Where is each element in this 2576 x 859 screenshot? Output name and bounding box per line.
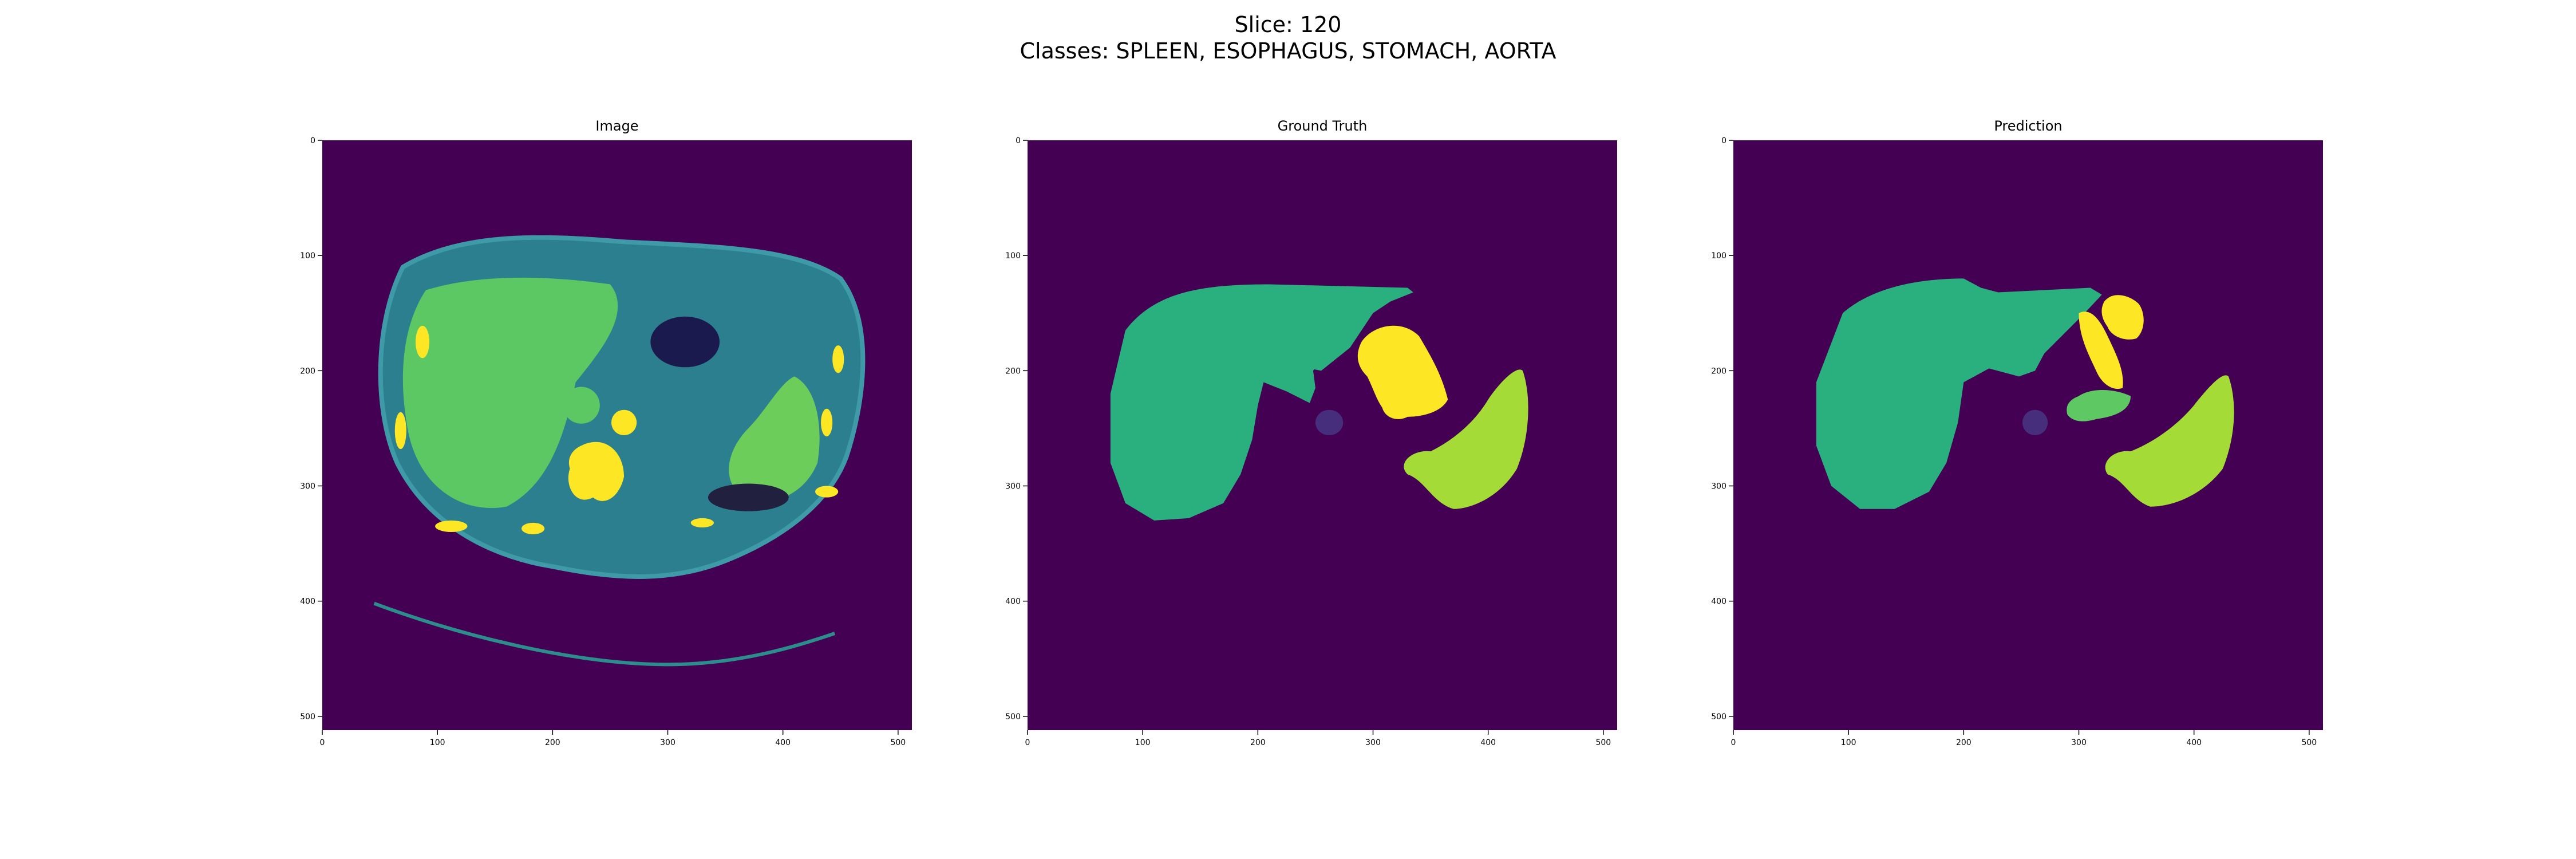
x-tick-label: 500 bbox=[890, 738, 906, 747]
x-tick-label: 0 bbox=[1025, 738, 1030, 747]
y-tick-label: 200 bbox=[1005, 367, 1021, 376]
prediction-panel: Prediction bbox=[1733, 118, 2323, 730]
x-tick-label: 100 bbox=[1135, 738, 1151, 747]
pred-stomach-top bbox=[2101, 295, 2144, 340]
x-tick-label: 0 bbox=[1731, 738, 1736, 747]
pred-aorta bbox=[2022, 409, 2048, 435]
y-tick-label: 200 bbox=[1711, 367, 1726, 376]
image-panel-title: Image bbox=[595, 118, 639, 134]
ground-truth-axes bbox=[1028, 140, 1617, 730]
y-tick-label: 400 bbox=[300, 597, 315, 606]
x-tick-label: 300 bbox=[2071, 738, 2087, 747]
y-tick-label: 200 bbox=[300, 367, 315, 376]
x-tick-label: 500 bbox=[1595, 738, 1611, 747]
ct-rib-6 bbox=[815, 486, 839, 498]
ground-truth-panel: Ground Truth bbox=[1028, 118, 1617, 730]
ct-rib-3 bbox=[435, 520, 468, 532]
y-tick-label: 0 bbox=[310, 136, 315, 145]
ct-rib-2 bbox=[394, 412, 406, 450]
ct-rib-1 bbox=[415, 325, 430, 358]
pred-liver bbox=[1816, 278, 2102, 509]
x-tick-label: 300 bbox=[660, 738, 675, 747]
ct-spleen bbox=[729, 376, 820, 502]
ground-truth-panel-title: Ground Truth bbox=[1277, 118, 1368, 134]
pred-esophagus bbox=[2067, 390, 2131, 421]
x-tick-label: 100 bbox=[1841, 738, 1856, 747]
x-tick-label: 200 bbox=[545, 738, 560, 747]
x-tick-label: 400 bbox=[1480, 738, 1496, 747]
y-tick-label: 300 bbox=[1005, 482, 1021, 491]
ct-rib-7 bbox=[832, 345, 844, 373]
ct-liver bbox=[402, 277, 618, 509]
ct-rib-8 bbox=[821, 408, 833, 437]
y-tick-label: 100 bbox=[1711, 251, 1726, 261]
x-tick-label: 0 bbox=[320, 738, 325, 747]
prediction-panel-title: Prediction bbox=[1994, 118, 2063, 134]
image-panel: Image bbox=[322, 118, 912, 730]
y-tick-label: 0 bbox=[1016, 136, 1021, 145]
gt-stomach bbox=[1357, 325, 1448, 419]
x-tick-label: 200 bbox=[1956, 738, 1971, 747]
slice-label: Slice: 120 bbox=[1234, 12, 1342, 37]
y-tick-label: 500 bbox=[1005, 712, 1021, 722]
x-tick-label: 300 bbox=[1365, 738, 1381, 747]
classes-label: Classes: SPLEEN, ESOPHAGUS, STOMACH, AOR… bbox=[1020, 38, 1556, 64]
gt-liver bbox=[1110, 284, 1413, 521]
x-tick-label: 200 bbox=[1250, 738, 1266, 747]
pred-spleen bbox=[2105, 375, 2234, 507]
suptitle: Slice: 120 Classes: SPLEEN, ESOPHAGUS, S… bbox=[0, 11, 2576, 64]
ct-rib-4 bbox=[521, 522, 545, 535]
ct-gas-2 bbox=[708, 483, 789, 511]
y-tick-label: 300 bbox=[300, 482, 315, 491]
pred-stomach-strip bbox=[2079, 312, 2123, 389]
y-tick-label: 500 bbox=[300, 712, 315, 722]
ct-vertebra bbox=[568, 442, 625, 501]
x-tick-label: 500 bbox=[2301, 738, 2317, 747]
x-tick-label: 400 bbox=[775, 738, 791, 747]
prediction-axes bbox=[1733, 140, 2323, 730]
y-tick-label: 100 bbox=[1005, 251, 1021, 261]
ct-aorta bbox=[611, 409, 637, 435]
ct-table bbox=[373, 601, 836, 667]
image-axes bbox=[322, 140, 912, 730]
y-tick-label: 400 bbox=[1005, 597, 1021, 606]
y-tick-label: 0 bbox=[1721, 136, 1726, 145]
ct-vessel bbox=[563, 387, 600, 424]
y-tick-label: 100 bbox=[300, 251, 315, 261]
ct-rib-5 bbox=[690, 518, 714, 527]
y-tick-label: 300 bbox=[1711, 482, 1726, 491]
gt-aorta bbox=[1315, 409, 1344, 435]
y-tick-label: 400 bbox=[1711, 597, 1726, 606]
x-tick-label: 400 bbox=[2186, 738, 2202, 747]
gt-spleen bbox=[1404, 369, 1528, 509]
x-tick-label: 100 bbox=[430, 738, 445, 747]
y-tick-label: 500 bbox=[1711, 712, 1726, 722]
ct-bowel-gas bbox=[650, 316, 720, 368]
